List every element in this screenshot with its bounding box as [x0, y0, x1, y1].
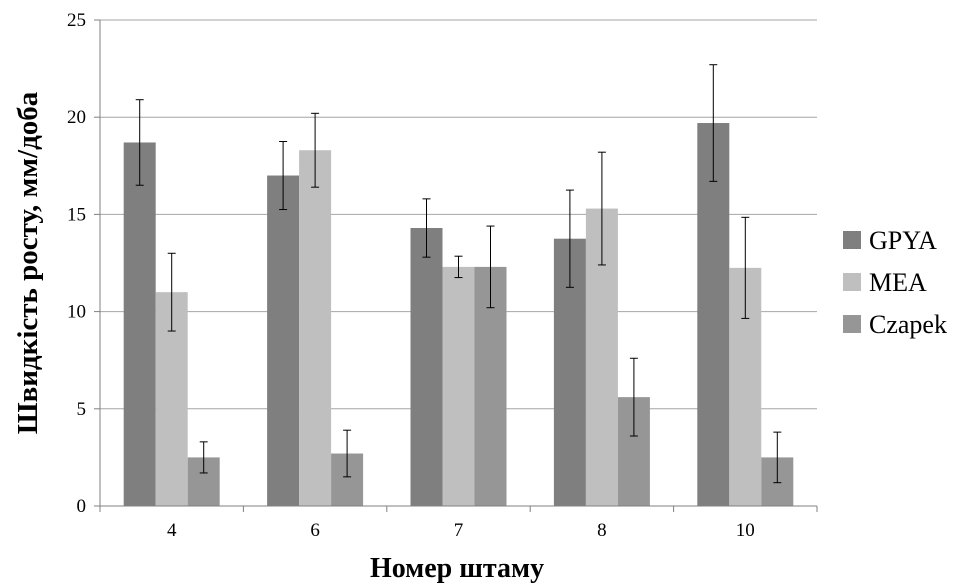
- x-tick-label: 7: [454, 520, 464, 541]
- bar-gpya-4: [123, 142, 156, 507]
- y-tick-labels: 0 5 10 15 20 25: [67, 10, 86, 517]
- legend-swatch-gpya: [843, 231, 861, 249]
- y-tick-label: 0: [77, 496, 87, 517]
- bar-mea-6: [299, 150, 332, 507]
- legend-label-gpya: GPYA: [869, 226, 937, 255]
- bar-gpya-10: [697, 123, 730, 507]
- x-tick-label: 10: [736, 520, 755, 541]
- x-tick-label: 4: [167, 520, 177, 541]
- y-tick-label: 10: [67, 302, 86, 323]
- x-tick-label: 8: [597, 520, 607, 541]
- y-tick-label: 15: [67, 204, 86, 225]
- bars: [123, 123, 794, 507]
- bar-gpya-6: [267, 175, 300, 506]
- x-tick-label: 6: [310, 520, 320, 541]
- y-tick-label: 20: [67, 107, 86, 128]
- legend-label-czapek: Czapek: [869, 310, 947, 339]
- error-bars: [135, 64, 782, 484]
- x-axis-title: Номер штаму: [370, 553, 544, 584]
- bar-mea-7: [442, 266, 475, 506]
- y-tick-label: 25: [67, 10, 86, 31]
- legend-swatch-czapek: [843, 315, 861, 333]
- x-tick-labels: 4 6 7 8 10: [167, 520, 755, 541]
- legend-label-mea: MEA: [869, 268, 927, 297]
- y-axis-title: Швидкість росту, мм/доба: [12, 91, 44, 434]
- y-tick-label: 5: [77, 399, 87, 420]
- axes: [99, 20, 818, 512]
- legend: GPYA MEA Czapek: [843, 226, 947, 339]
- bar-gpya-7: [410, 228, 443, 506]
- legend-swatch-mea: [843, 273, 861, 291]
